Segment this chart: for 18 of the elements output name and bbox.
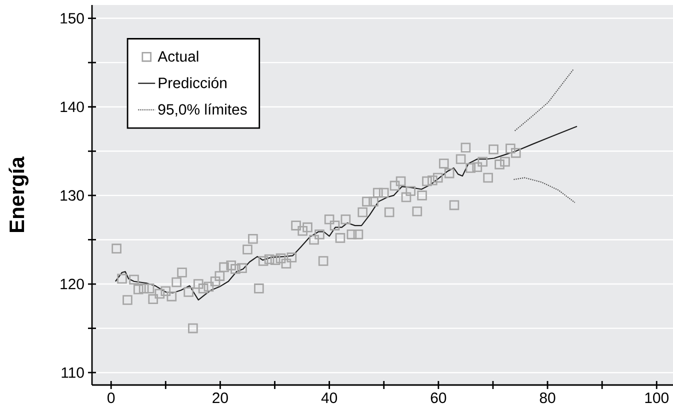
x-tick-label: 20 [212, 392, 228, 404]
y-tick-label: 150 [60, 12, 84, 24]
line-series [114, 126, 578, 301]
y-axis-title: Energía [8, 156, 28, 232]
x-tick-label: 60 [430, 392, 446, 404]
line-series [513, 177, 576, 204]
y-tick-label: 120 [60, 278, 84, 290]
y-tick-label: 130 [60, 190, 84, 201]
legend-label: Predicción [158, 77, 226, 88]
x-tick-label: 100 [645, 392, 669, 404]
x-tick-label: 0 [108, 392, 115, 404]
y-tick-label: 110 [62, 367, 84, 378]
legend-label: 95,0% límites [158, 104, 247, 116]
line-series [514, 69, 574, 132]
x-tick-label: 40 [321, 392, 338, 404]
y-tick-label: 140 [60, 102, 84, 112]
x-tick-label: 80 [540, 392, 556, 404]
legend-label: Actual [158, 50, 198, 62]
